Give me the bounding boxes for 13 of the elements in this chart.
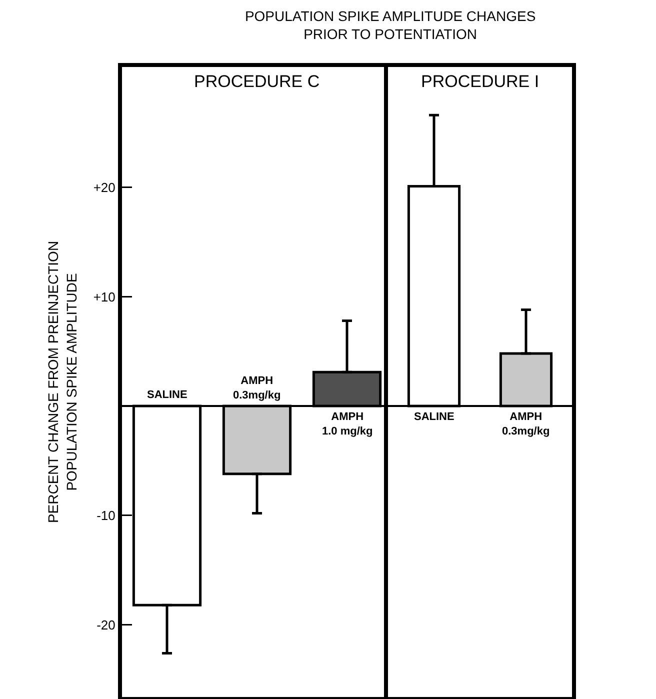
chart-title: POPULATION SPIKE AMPLITUDE CHANGES PRIOR TO POTENTIATION [244,8,536,42]
x-tick-label: SALINE [414,411,454,423]
y-axis-title: PERCENT CHANGE FROM PREINJECTION POPULATION SPIKE AMPLITUDE [45,240,80,524]
x-tick-label: SALINE [147,389,188,401]
x-tick-label: AMPH 1.0 mg/kg [322,411,373,438]
chart-subtitle: PROCEDURE I [421,72,540,91]
x-tick-label: AMPH 0.3mg/kg [233,375,281,402]
y-tick-label: +20 [93,180,116,195]
y-tick-label: -20 [96,617,116,632]
chart-subtitle: PROCEDURE C [194,72,320,91]
y-tick-label: -10 [96,508,116,523]
x-tick-label: AMPH 0.3mg/kg [502,411,550,438]
y-tick-label: +10 [93,289,116,304]
